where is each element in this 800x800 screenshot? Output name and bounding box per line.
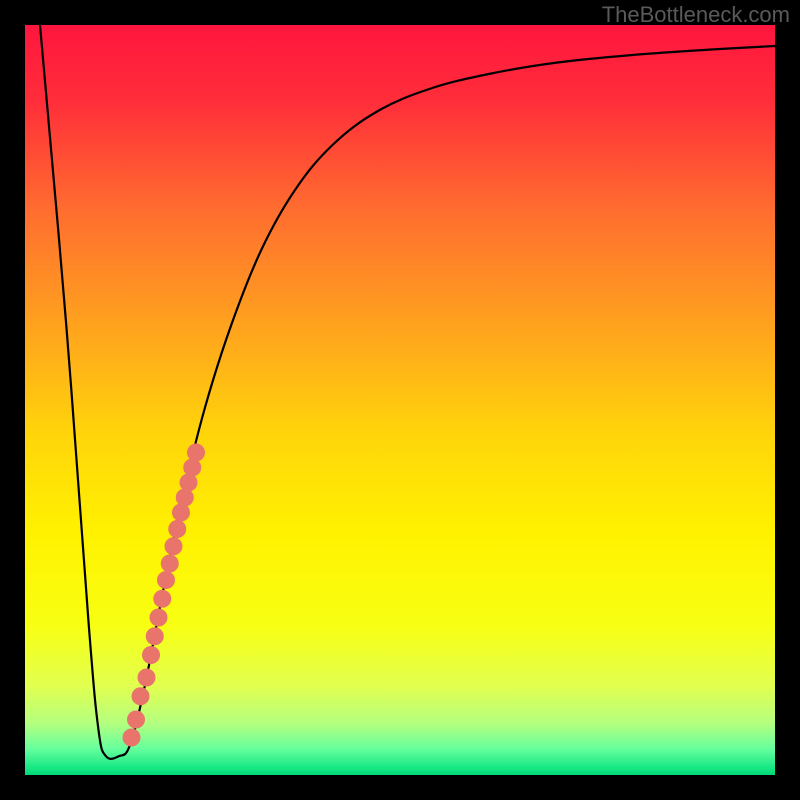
data-marker: [168, 520, 186, 538]
data-marker: [180, 474, 198, 492]
chart-frame: TheBottleneck.com: [0, 0, 800, 800]
data-marker: [142, 646, 160, 664]
data-marker: [176, 489, 194, 507]
watermark-text: TheBottleneck.com: [602, 2, 790, 28]
data-marker: [157, 571, 175, 589]
curve-svg: [25, 25, 775, 775]
data-marker: [150, 609, 168, 627]
data-marker: [161, 555, 179, 573]
data-marker: [132, 687, 150, 705]
data-marker: [153, 590, 171, 608]
data-marker: [187, 444, 205, 462]
plot-area: [25, 25, 775, 775]
data-marker: [165, 537, 183, 555]
data-marker: [138, 669, 156, 687]
data-marker: [172, 504, 190, 522]
data-marker: [127, 711, 145, 729]
data-marker: [123, 729, 141, 747]
data-marker: [183, 459, 201, 477]
data-marker: [146, 627, 164, 645]
